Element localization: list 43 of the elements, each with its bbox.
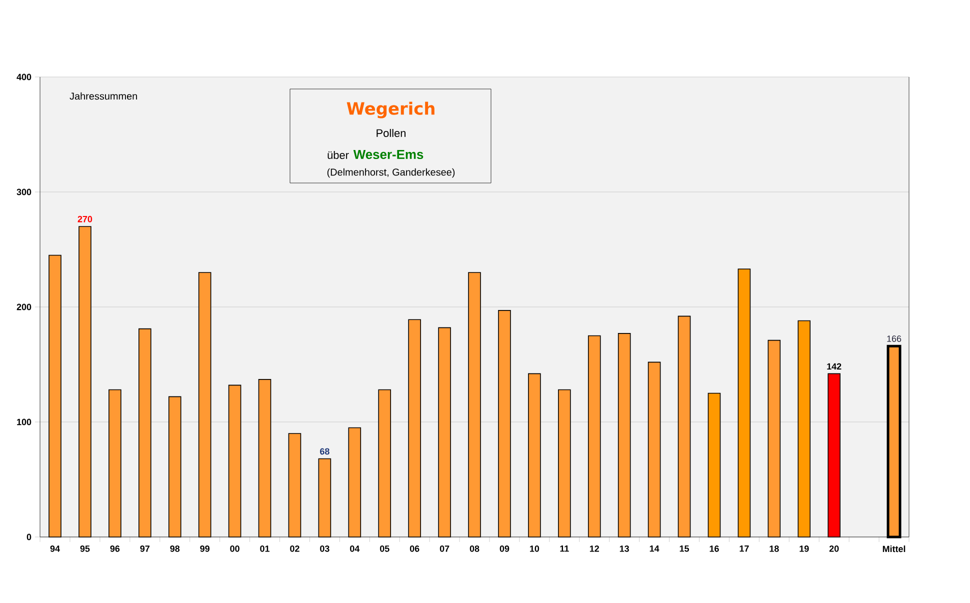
data-label: 166 <box>887 336 902 342</box>
x-tick-label: 01 <box>260 546 270 552</box>
x-tick-label: 96 <box>110 546 120 552</box>
x-tick-label: 17 <box>740 546 749 552</box>
x-tick-label: 05 <box>380 546 390 552</box>
annotation: Weser-Ems <box>353 150 424 160</box>
x-tick-label: 08 <box>470 546 480 552</box>
x-tick-label: 12 <box>590 546 599 552</box>
x-tick-label: 10 <box>530 546 540 552</box>
x-tick-label: 19 <box>800 546 809 552</box>
x-tick-label: 06 <box>410 546 420 552</box>
x-tick-label: 99 <box>200 546 210 552</box>
x-tick-label: 04 <box>350 546 360 552</box>
y-tick-label: 200 <box>16 304 32 310</box>
annotation: Jahressummen <box>70 92 137 100</box>
annotation: über <box>328 150 349 160</box>
x-tick-label: 20 <box>829 546 839 552</box>
data-label: 68 <box>320 448 330 455</box>
x-tick-label: 94 <box>50 546 60 552</box>
x-tick-label: 95 <box>80 546 90 552</box>
data-label: 270 <box>78 216 92 222</box>
text: Wegerich <box>346 102 434 118</box>
x-tick-label: 09 <box>500 546 510 552</box>
x-tick-label: 02 <box>290 546 300 552</box>
x-tick-label: 97 <box>140 546 150 552</box>
x-tick-label: 11 <box>560 546 569 552</box>
y-tick-label: 300 <box>16 188 32 196</box>
annotation: (Delmenhorst, Ganderkesee) <box>327 168 455 178</box>
y-tick-label: 100 <box>17 418 32 426</box>
x-tick-label: 16 <box>710 546 719 552</box>
x-tick-label: 98 <box>170 546 180 552</box>
x-tick-label: 03 <box>320 546 330 552</box>
data-label: 142 <box>827 363 842 370</box>
y-tick-label: 400 <box>16 74 32 80</box>
y-tick-label: 0 <box>26 534 32 540</box>
x-tick-label: 18 <box>770 546 779 552</box>
x-tick-label: 13 <box>620 546 629 552</box>
x-tick-label: 07 <box>440 546 450 552</box>
x-tick-label: Mittel <box>882 546 906 552</box>
x-tick-label: 00 <box>230 546 240 552</box>
text: Pollen <box>376 128 406 138</box>
x-tick-label: 14 <box>650 546 660 552</box>
x-tick-label: 15 <box>680 546 689 552</box>
